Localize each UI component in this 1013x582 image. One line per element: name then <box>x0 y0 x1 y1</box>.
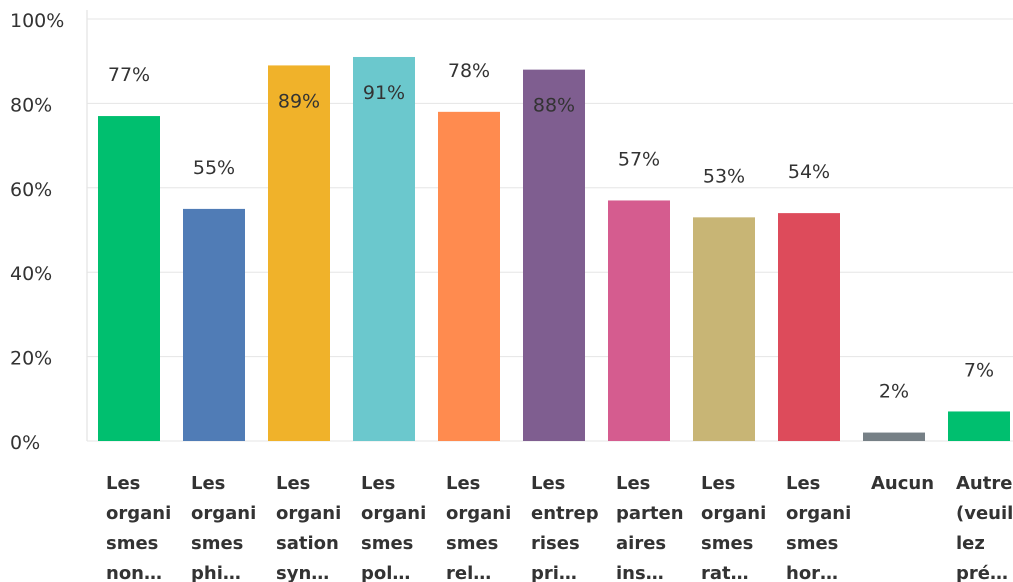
x-tick-label: phi… <box>191 563 241 582</box>
y-tick-label: 60% <box>10 179 52 201</box>
x-tick-label: pri… <box>531 563 577 582</box>
x-tick-label: pré… <box>956 563 1008 582</box>
x-tick-label: rises <box>531 533 580 554</box>
bar <box>608 200 670 441</box>
y-tick-label: 0% <box>10 432 40 454</box>
y-tick-label: 20% <box>10 348 52 370</box>
x-tick-label: Les <box>786 473 820 494</box>
value-label: 91% <box>363 82 405 104</box>
x-tick-label: smes <box>701 533 753 554</box>
value-label: 89% <box>278 90 320 112</box>
x-tick-label: sation <box>276 533 339 554</box>
value-label: 7% <box>964 359 994 381</box>
x-tick-label: aires <box>616 533 666 554</box>
bar <box>863 432 925 441</box>
x-tick-label: Les <box>531 473 565 494</box>
x-tick-label: (veuil <box>956 503 1013 524</box>
value-label: 54% <box>788 161 830 183</box>
x-tick-label: hor… <box>786 563 838 582</box>
x-tick-label: syn… <box>276 563 329 582</box>
x-tick-label: rat… <box>701 563 749 582</box>
value-label: 57% <box>618 148 660 170</box>
value-label: 88% <box>533 95 575 117</box>
x-tick-label: Les <box>191 473 225 494</box>
x-tick-label: non… <box>106 563 162 582</box>
x-tick-label: ins… <box>616 563 664 582</box>
x-tick-label: smes <box>446 533 498 554</box>
x-tick-label: organi <box>361 503 426 524</box>
x-tick-label: organi <box>191 503 256 524</box>
value-label: 53% <box>703 165 745 187</box>
bar <box>98 116 160 441</box>
x-tick-label: Les <box>616 473 650 494</box>
x-tick-label: smes <box>361 533 413 554</box>
x-tick-label: lez <box>956 533 985 554</box>
x-tick-label: smes <box>191 533 243 554</box>
value-label: 55% <box>193 157 235 179</box>
x-tick-label: organi <box>446 503 511 524</box>
x-tick-label: organi <box>106 503 171 524</box>
x-tick-label: Les <box>446 473 480 494</box>
x-tick-label: rel… <box>446 563 491 582</box>
x-tick-label: organi <box>701 503 766 524</box>
x-tick-label: Aucun <box>871 473 934 494</box>
x-tick-label: organi <box>276 503 341 524</box>
bar <box>268 65 330 442</box>
bar <box>693 217 755 441</box>
y-tick-label: 40% <box>10 263 52 285</box>
x-tick-label: Les <box>276 473 310 494</box>
bar <box>438 111 500 441</box>
x-tick-label: pol… <box>361 563 410 582</box>
bar <box>948 411 1010 441</box>
x-tick-label: Les <box>106 473 140 494</box>
bar <box>183 208 245 441</box>
bar <box>523 69 585 441</box>
x-tick-label: Les <box>701 473 735 494</box>
value-label: 2% <box>879 381 909 403</box>
x-tick-label: entrep <box>531 503 599 524</box>
bar <box>778 213 840 441</box>
x-tick-label: Les <box>361 473 395 494</box>
x-tick-label: parten <box>616 503 684 524</box>
y-tick-label: 100% <box>10 10 64 32</box>
y-tick-label: 80% <box>10 94 52 116</box>
x-tick-label: smes <box>786 533 838 554</box>
x-tick-label: organi <box>786 503 851 524</box>
x-tick-label: smes <box>106 533 158 554</box>
value-label: 78% <box>448 60 490 82</box>
value-label: 77% <box>108 64 150 86</box>
x-tick-label: Autre <box>956 473 1012 494</box>
bar <box>353 56 415 441</box>
